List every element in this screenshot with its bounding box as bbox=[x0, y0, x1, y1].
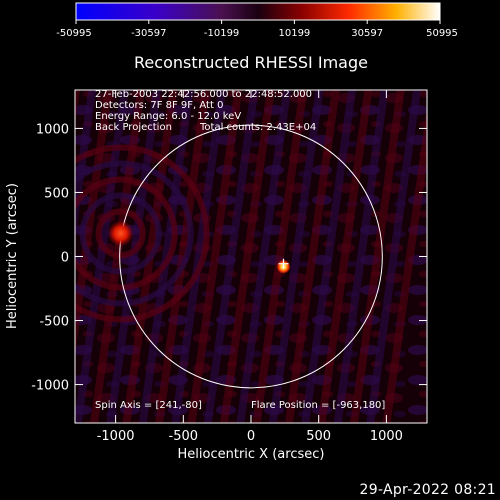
annotation-spin-axis: Spin Axis = [241,-80] bbox=[95, 400, 202, 411]
annotation-time: 27-Feb-2003 22:42:56.000 to 22:48:52.000 bbox=[95, 89, 312, 100]
stripe bbox=[236, 90, 292, 423]
y-tick-label: 500 bbox=[44, 186, 69, 201]
stripe bbox=[75, 90, 113, 423]
annotation-energy: Energy Range: 6.0 - 12.0 keV bbox=[95, 111, 241, 122]
y-tick-label: 1000 bbox=[36, 122, 69, 137]
y-tick-label: 0 bbox=[61, 251, 69, 266]
stripe bbox=[333, 90, 389, 423]
stripe bbox=[350, 90, 405, 423]
artifact-ring bbox=[95, 208, 146, 259]
stripe bbox=[366, 90, 422, 423]
stripe bbox=[203, 90, 259, 423]
artifact-ring bbox=[75, 144, 210, 323]
annotation-method: Back Projection bbox=[95, 122, 172, 133]
x-axis-label: Heliocentric X (arcsec) bbox=[178, 447, 325, 462]
annotation-flare-position: Flare Position = [-963,180] bbox=[251, 400, 385, 411]
solar-limb bbox=[119, 124, 383, 389]
stripe bbox=[382, 90, 427, 423]
y-axis-label: Heliocentric Y (arcsec) bbox=[5, 183, 20, 329]
x-tick-label: -1000 bbox=[97, 429, 135, 444]
x-tick-label: -500 bbox=[169, 429, 199, 444]
colorbar-tick-label: -10199 bbox=[204, 28, 239, 39]
stripe bbox=[106, 90, 162, 423]
artifact-ring bbox=[75, 176, 178, 291]
stripe bbox=[75, 90, 129, 423]
stripe bbox=[317, 90, 373, 423]
colorbar-bar bbox=[75, 2, 441, 21]
annotation-counts: Total counts: 2.43E+04 bbox=[199, 122, 316, 133]
colorbar-tick-label: 30597 bbox=[351, 28, 383, 39]
y-tick-label: -500 bbox=[39, 315, 69, 330]
y-axis: 1000 500 0 -500 -1000 bbox=[31, 122, 427, 394]
colorbar-tick-label: 50995 bbox=[426, 28, 458, 39]
artifact-ring bbox=[75, 160, 194, 307]
colorbar: -50995 -30597 -10199 10199 30597 50995 bbox=[56, 2, 458, 39]
colorbar-tick-label: -50995 bbox=[56, 28, 91, 39]
footer-date: 29-Apr-2022 08:21 bbox=[359, 482, 496, 498]
annotation-block: 27-Feb-2003 22:42:56.000 to 22:48:52.000… bbox=[95, 89, 385, 411]
x-tick-label: 1000 bbox=[370, 429, 403, 444]
colorbar-tick-label: -30597 bbox=[131, 28, 166, 39]
artifact-source bbox=[107, 220, 134, 247]
colorbar-ticks: -50995 -30597 -10199 10199 30597 50995 bbox=[56, 20, 458, 39]
stripe bbox=[75, 90, 80, 423]
x-tick-label: 0 bbox=[247, 429, 255, 444]
x-tick-label: 500 bbox=[306, 429, 331, 444]
annotation-detectors: Detectors: 7F 8F 9F, Att 0 bbox=[95, 100, 223, 111]
plot-area bbox=[75, 90, 427, 423]
x-axis: -1000 -500 0 500 1000 bbox=[97, 90, 403, 444]
stripe bbox=[285, 90, 340, 423]
stripe bbox=[187, 90, 243, 423]
chart-title: Reconstructed RHESSI Image bbox=[134, 53, 368, 72]
colorbar-tick-label: 10199 bbox=[278, 28, 310, 39]
stripe bbox=[155, 90, 210, 423]
stripe bbox=[301, 90, 357, 423]
stripe bbox=[268, 90, 324, 423]
stripe bbox=[252, 90, 308, 423]
stripe bbox=[171, 90, 227, 423]
stripe bbox=[220, 90, 275, 423]
y-tick-label: -1000 bbox=[31, 379, 69, 394]
flare-crosshair bbox=[278, 258, 289, 269]
